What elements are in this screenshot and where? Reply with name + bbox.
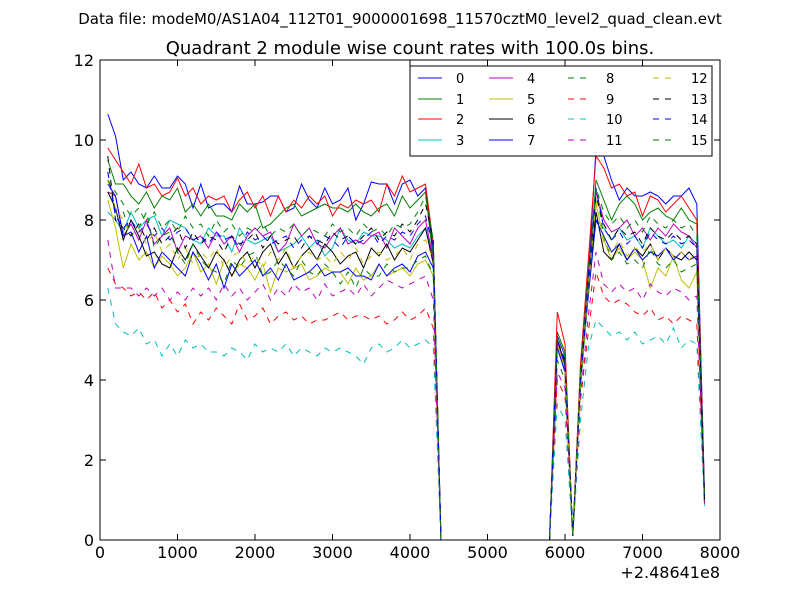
legend-label-4: 4 [527, 72, 535, 87]
legend-label-12: 12 [691, 72, 708, 87]
series-line-1 [107, 159, 705, 541]
series-line-2 [107, 147, 705, 541]
series-line-9 [107, 267, 705, 541]
series-line-10 [107, 287, 705, 541]
series-line-13 [107, 155, 705, 541]
chart-title: Quadrant 2 module wise count rates with … [166, 38, 655, 59]
y-tick-label: 0 [84, 531, 94, 550]
x-tick-label: 8000 [700, 543, 741, 562]
series-line-8 [107, 171, 705, 541]
figure-suptitle: Data file: modeM0/AS1A04_112T01_90000016… [78, 10, 722, 29]
legend-label-2: 2 [456, 113, 464, 128]
legend-label-11: 11 [606, 134, 623, 149]
y-tick-label: 2 [84, 451, 94, 470]
series-line-14 [107, 171, 705, 541]
x-tick-label: 1000 [157, 543, 198, 562]
axis-ticks: 0 1000 2000 3000 4000 5000 6000 7000 80000246810… [74, 51, 741, 562]
series-line-3 [107, 210, 705, 541]
y-tick-label: 4 [84, 371, 94, 390]
series-line-4 [107, 191, 705, 541]
legend-label-1: 1 [456, 93, 464, 108]
y-tick-label: 6 [84, 291, 94, 310]
y-tick-label: 12 [74, 51, 94, 70]
legend-box [409, 65, 713, 157]
legend-label-14: 14 [691, 113, 708, 128]
x-tick-label: 7000 [622, 543, 663, 562]
legend-label-3: 3 [456, 134, 464, 149]
legend-label-9: 9 [606, 93, 614, 108]
legend-label-5: 5 [527, 93, 535, 108]
x-tick-label: 4000 [390, 543, 431, 562]
x-tick-label: 5000 [467, 543, 508, 562]
x-tick-label: 0 [95, 543, 105, 562]
legend-label-15: 15 [691, 134, 708, 149]
series-line-12 [107, 179, 705, 541]
series-line-15 [107, 179, 705, 541]
legend-label-7: 7 [527, 134, 535, 149]
legend-label-13: 13 [691, 93, 708, 108]
x-offset-label: +2.48641e8 [620, 563, 720, 582]
y-tick-label: 8 [84, 211, 94, 230]
series-line-6 [107, 191, 705, 541]
legend-label-6: 6 [527, 113, 535, 128]
legend-label-10: 10 [606, 113, 623, 128]
legend-label-8: 8 [606, 72, 614, 87]
plot-lines [107, 113, 705, 541]
legend-label-0: 0 [456, 72, 464, 87]
x-tick-label: 2000 [235, 543, 276, 562]
y-tick-label: 10 [74, 131, 94, 150]
series-line-11 [107, 239, 705, 541]
x-tick-label: 3000 [312, 543, 353, 562]
series-line-0 [107, 113, 705, 541]
x-tick-label: 6000 [545, 543, 586, 562]
